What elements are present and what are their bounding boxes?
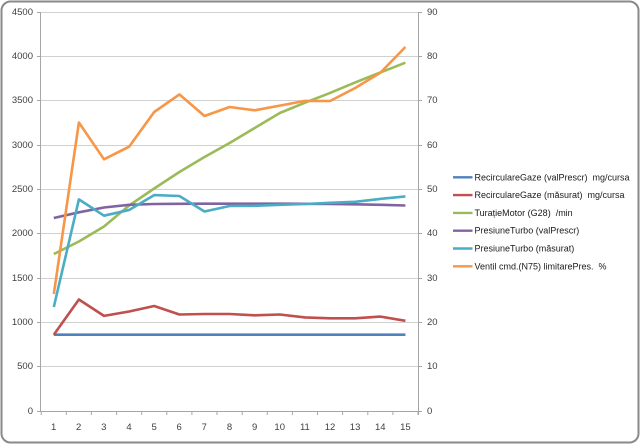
- svg-text:TurațieMotor (G28) /min: TurațieMotor (G28) /min: [475, 208, 573, 218]
- svg-text:2500: 2500: [12, 184, 33, 195]
- svg-text:2: 2: [76, 422, 81, 433]
- svg-text:5: 5: [151, 422, 156, 433]
- svg-text:20: 20: [427, 317, 438, 328]
- svg-text:12: 12: [325, 422, 336, 433]
- svg-text:15: 15: [400, 422, 411, 433]
- svg-text:Ventil cmd.(N75) limitarePres.: Ventil cmd.(N75) limitarePres. %: [475, 261, 607, 271]
- svg-text:10: 10: [427, 361, 438, 372]
- svg-text:14: 14: [375, 422, 386, 433]
- svg-text:1500: 1500: [12, 273, 33, 284]
- svg-text:50: 50: [427, 184, 438, 195]
- svg-text:RecirculareGaze (valPrescr) m: RecirculareGaze (valPrescr) mg/cursa: [475, 172, 630, 182]
- svg-text:3: 3: [101, 422, 106, 433]
- svg-text:10: 10: [274, 422, 285, 433]
- svg-text:80: 80: [427, 51, 438, 62]
- svg-text:30: 30: [427, 273, 438, 284]
- svg-text:4000: 4000: [12, 51, 33, 62]
- svg-text:3500: 3500: [12, 95, 33, 106]
- svg-text:2000: 2000: [12, 228, 33, 239]
- svg-text:60: 60: [427, 140, 438, 151]
- svg-text:500: 500: [17, 361, 33, 372]
- svg-text:6: 6: [177, 422, 182, 433]
- svg-text:13: 13: [350, 422, 361, 433]
- svg-text:1000: 1000: [12, 317, 33, 328]
- svg-text:7: 7: [202, 422, 207, 433]
- svg-text:PresiuneTurbo (măsurat): PresiuneTurbo (măsurat): [475, 244, 575, 254]
- svg-text:3000: 3000: [12, 140, 33, 151]
- svg-text:4: 4: [126, 422, 131, 433]
- svg-text:70: 70: [427, 95, 438, 106]
- svg-text:0: 0: [28, 406, 33, 417]
- svg-text:4500: 4500: [12, 7, 33, 18]
- svg-text:11: 11: [300, 422, 310, 433]
- svg-text:8: 8: [227, 422, 232, 433]
- svg-text:9: 9: [252, 422, 257, 433]
- svg-text:40: 40: [427, 228, 438, 239]
- svg-text:RecirculareGaze (măsurat) mg/: RecirculareGaze (măsurat) mg/cursa: [475, 190, 625, 200]
- svg-text:90: 90: [427, 7, 438, 18]
- svg-text:0: 0: [427, 406, 432, 417]
- svg-text:1: 1: [51, 422, 56, 433]
- svg-text:PresiuneTurbo (valPrescr): PresiuneTurbo (valPrescr): [475, 226, 580, 236]
